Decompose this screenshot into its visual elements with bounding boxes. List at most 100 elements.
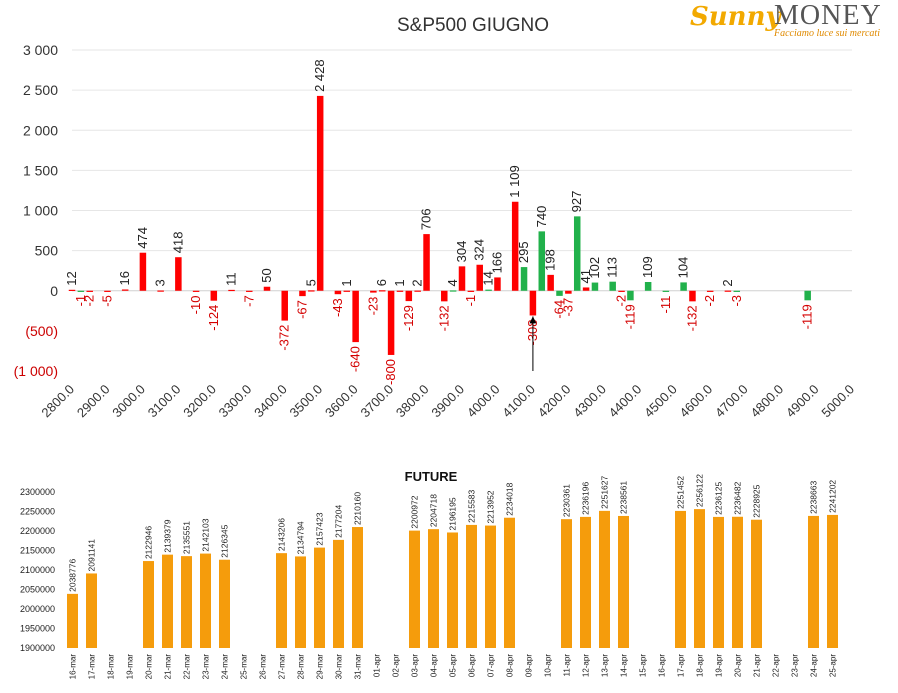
bottom-bar <box>276 553 287 648</box>
top-bar <box>565 290 572 294</box>
bottom-bar <box>428 529 439 648</box>
bottom-bar <box>219 559 230 648</box>
top-y-tick-label: (1 000) <box>14 363 58 379</box>
top-bar-value-label: 1 <box>339 279 354 286</box>
top-x-tick-label: 4800.0 <box>747 382 786 421</box>
bottom-x-tick-label: 17-apr <box>677 654 686 677</box>
bottom-bar-value-label: 2204718 <box>429 494 439 527</box>
top-y-tick-label: 2 000 <box>23 122 58 138</box>
bottom-x-tick-label: 23-mar <box>202 654 211 680</box>
top-x-tick-label: 5000.0 <box>818 382 857 421</box>
top-bar <box>175 257 182 291</box>
bottom-bar <box>200 553 211 648</box>
top-x-tick-label: 4700.0 <box>712 382 751 421</box>
top-bar-value-label: 16 <box>117 271 132 285</box>
bottom-bar-value-label: 2236125 <box>714 482 724 515</box>
bottom-bar-value-label: 2196195 <box>448 497 458 530</box>
bottom-bar-value-label: 2236196 <box>581 482 591 515</box>
top-bar <box>556 290 563 296</box>
top-bar-value-label: -132 <box>684 305 699 331</box>
top-y-tick-label: (500) <box>25 323 58 339</box>
top-x-tick-label: 4600.0 <box>677 382 716 421</box>
top-x-tick-label: 4000.0 <box>464 382 503 421</box>
top-bar <box>609 281 616 291</box>
bottom-bar <box>808 515 819 648</box>
top-bar <box>334 290 342 295</box>
top-bar-value-label: -10 <box>188 296 203 315</box>
bottom-chart-title: FUTURE <box>405 469 458 484</box>
top-bar <box>662 290 670 292</box>
top-bar <box>228 289 235 292</box>
top-bar <box>157 290 164 292</box>
logo-word-money: MONEY <box>774 0 882 31</box>
bottom-bar-value-label: 2228925 <box>752 484 762 517</box>
top-bar-value-label: 927 <box>569 191 584 213</box>
top-x-tick-label: 3400.0 <box>251 382 290 421</box>
top-x-tick-label: 3200.0 <box>180 382 219 421</box>
bottom-bar-value-label: 2038776 <box>68 559 78 592</box>
bottom-bar <box>67 593 78 648</box>
top-x-tick-label: 3100.0 <box>145 382 184 421</box>
bottom-bar-value-label: 2238561 <box>619 481 629 514</box>
top-y-tick-label: 1 500 <box>23 162 58 178</box>
bottom-y-tick-label: 1950000 <box>20 624 55 634</box>
top-bar <box>378 290 386 292</box>
bottom-bar-value-label: 2213952 <box>486 490 496 523</box>
top-bar <box>706 290 714 292</box>
bottom-bar-value-label: 2230361 <box>562 484 572 517</box>
bottom-x-tick-label: 11-apr <box>563 654 572 677</box>
top-x-tick-label: 4900.0 <box>783 382 822 421</box>
bottom-x-tick-label: 10-apr <box>544 654 553 677</box>
bottom-bar <box>732 516 743 648</box>
top-y-tick-label: 500 <box>35 243 59 259</box>
bottom-bar-value-label: 2215583 <box>467 490 477 523</box>
top-bar-value-label: 104 <box>676 257 691 279</box>
top-bar-value-label: 706 <box>419 208 434 230</box>
bottom-bar-value-label: 2241202 <box>828 480 838 513</box>
top-bar <box>511 201 519 291</box>
bottom-bar <box>618 515 629 648</box>
bottom-bar <box>466 524 477 648</box>
top-bar <box>441 290 448 302</box>
top-bar-value-label: 113 <box>605 257 620 278</box>
top-x-tick-label: 3500.0 <box>287 382 326 421</box>
top-bar <box>370 290 377 293</box>
top-bar <box>104 290 111 292</box>
top-bar <box>520 267 528 291</box>
top-bar <box>308 290 315 292</box>
top-bar-value-label: -800 <box>383 359 398 385</box>
top-bar <box>591 282 599 291</box>
top-bar <box>139 252 147 291</box>
bottom-bar <box>713 516 724 648</box>
bottom-x-tick-label: 12-apr <box>582 654 591 677</box>
bottom-bar <box>504 517 515 648</box>
top-bar <box>627 290 634 301</box>
bottom-x-tick-label: 14-apr <box>620 654 629 677</box>
bottom-x-tick-label: 23-apr <box>791 654 800 677</box>
bottom-bar <box>751 519 762 648</box>
top-bar <box>529 290 537 316</box>
top-bar-value-label: 3 <box>153 279 168 286</box>
top-x-tick-label: 4400.0 <box>606 382 645 421</box>
bottom-bar <box>409 530 420 648</box>
top-bar-value-label: 740 <box>534 206 549 228</box>
top-bar-value-label: 166 <box>489 252 504 274</box>
bottom-x-tick-label: 27-mar <box>278 654 287 680</box>
bottom-bar-value-label: 2251627 <box>600 476 610 509</box>
bottom-x-tick-label: 19-mar <box>126 654 135 680</box>
bottom-y-tick-label: 2000000 <box>20 604 55 614</box>
bottom-x-tick-label: 24-mar <box>221 654 230 680</box>
top-bar-value-label: -37 <box>560 298 575 317</box>
bottom-bar-value-label: 2143206 <box>277 518 287 551</box>
top-bar-value-label: -43 <box>330 298 345 317</box>
top-bar-value-label: 102 <box>587 257 602 279</box>
top-bar-value-label: -64 <box>552 300 567 319</box>
sunny-money-logo: Sunny MONEY Facciamo luce sui mercati <box>690 0 895 42</box>
bottom-x-tick-label: 21-mar <box>164 654 173 680</box>
top-bar <box>414 290 421 292</box>
top-bar <box>573 216 581 291</box>
top-bar <box>396 290 404 292</box>
top-bar-value-label: -5 <box>99 295 114 307</box>
bottom-x-tick-label: 26-mar <box>259 654 268 680</box>
top-y-tick-label: 2 500 <box>23 82 58 98</box>
